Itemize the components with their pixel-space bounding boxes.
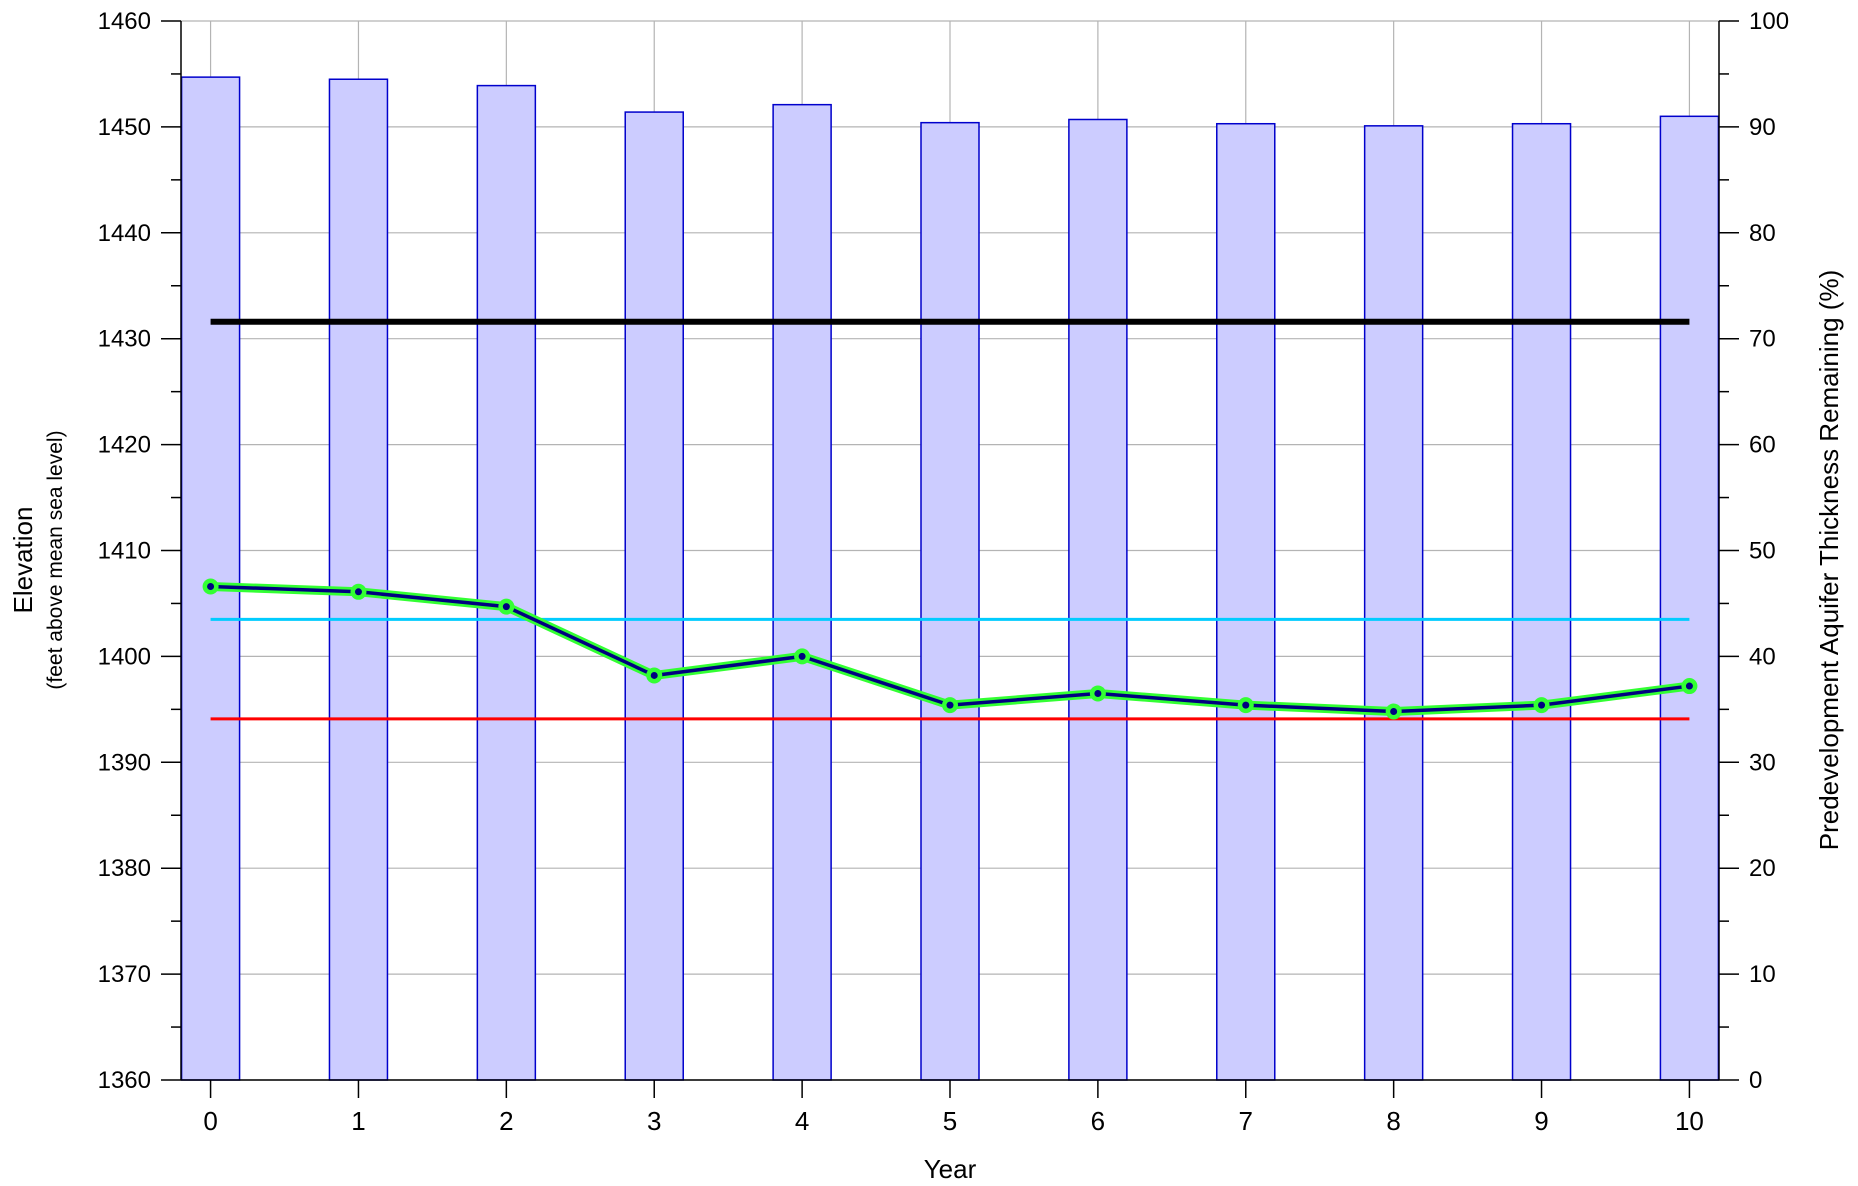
y-axis-subtitle: (feet above mean sea level) <box>44 430 67 689</box>
x-tick-label: 0 <box>203 1106 217 1136</box>
x-tick-label: 3 <box>647 1106 661 1136</box>
bars <box>180 76 1720 1081</box>
x-tick-label: 6 <box>1091 1106 1105 1136</box>
data-point-center <box>946 701 954 709</box>
data-point-center <box>798 652 806 660</box>
bar <box>772 103 832 1081</box>
x-tick-label: 1 <box>351 1106 365 1136</box>
bar <box>1068 118 1128 1081</box>
bar <box>920 121 980 1081</box>
y-tick-label: 1440 <box>98 220 151 247</box>
y2-tick-label: 0 <box>1749 1067 1762 1094</box>
bar <box>624 111 684 1081</box>
data-point-center <box>1538 701 1546 709</box>
y-tick-label: 1360 <box>98 1067 151 1094</box>
x-tick-label: 5 <box>943 1106 957 1136</box>
bar <box>1659 115 1720 1081</box>
x-tick-label: 7 <box>1239 1106 1253 1136</box>
y-tick-label: 1450 <box>98 114 151 141</box>
water-level-series <box>202 578 1698 720</box>
y2-tick-label: 10 <box>1749 961 1776 988</box>
y-tick-label: 1400 <box>98 643 151 670</box>
y-tick-label: 1390 <box>98 749 151 776</box>
bar <box>1216 122 1276 1081</box>
y-tick-label: 1410 <box>98 538 151 565</box>
bar <box>1511 122 1572 1081</box>
reference-lines <box>210 318 1690 721</box>
data-point-center <box>354 588 362 596</box>
data-point-center <box>1390 707 1398 715</box>
ticks: 1360137013801390140014101420143014401450… <box>98 8 1789 1136</box>
y-axis-title: Elevation <box>8 507 38 614</box>
y-tick-label: 1430 <box>98 326 151 353</box>
bar <box>1363 125 1424 1081</box>
y2-tick-label: 90 <box>1749 114 1776 141</box>
y-tick-label: 1420 <box>98 432 151 459</box>
y2-tick-label: 40 <box>1749 643 1776 670</box>
x-tick-label: 10 <box>1675 1106 1704 1136</box>
x-tick-label: 4 <box>795 1106 809 1136</box>
data-point-center <box>207 583 215 591</box>
y2-axis-title: Predevelopment Aquifer Thickness Remaini… <box>1814 270 1844 850</box>
y2-tick-label: 100 <box>1749 8 1789 35</box>
x-axis-title: Year <box>924 1154 977 1184</box>
y2-tick-label: 60 <box>1749 432 1776 459</box>
data-point-center <box>502 603 510 611</box>
y2-tick-label: 30 <box>1749 749 1776 776</box>
y2-tick-label: 50 <box>1749 538 1776 565</box>
y-tick-label: 1370 <box>98 961 151 988</box>
bar <box>476 84 537 1081</box>
data-point-center <box>650 671 658 679</box>
data-point-center <box>1242 701 1250 709</box>
y-tick-label: 1460 <box>98 8 151 35</box>
y-tick-label: 1380 <box>98 855 151 882</box>
y2-tick-label: 20 <box>1749 855 1776 882</box>
x-tick-label: 2 <box>499 1106 513 1136</box>
data-point-center <box>1094 689 1102 697</box>
bar <box>328 78 389 1081</box>
data-point-center <box>1685 682 1693 690</box>
y2-tick-label: 70 <box>1749 326 1776 353</box>
x-tick-label: 9 <box>1534 1106 1548 1136</box>
y2-tick-label: 80 <box>1749 220 1776 247</box>
x-tick-label: 8 <box>1386 1106 1400 1136</box>
